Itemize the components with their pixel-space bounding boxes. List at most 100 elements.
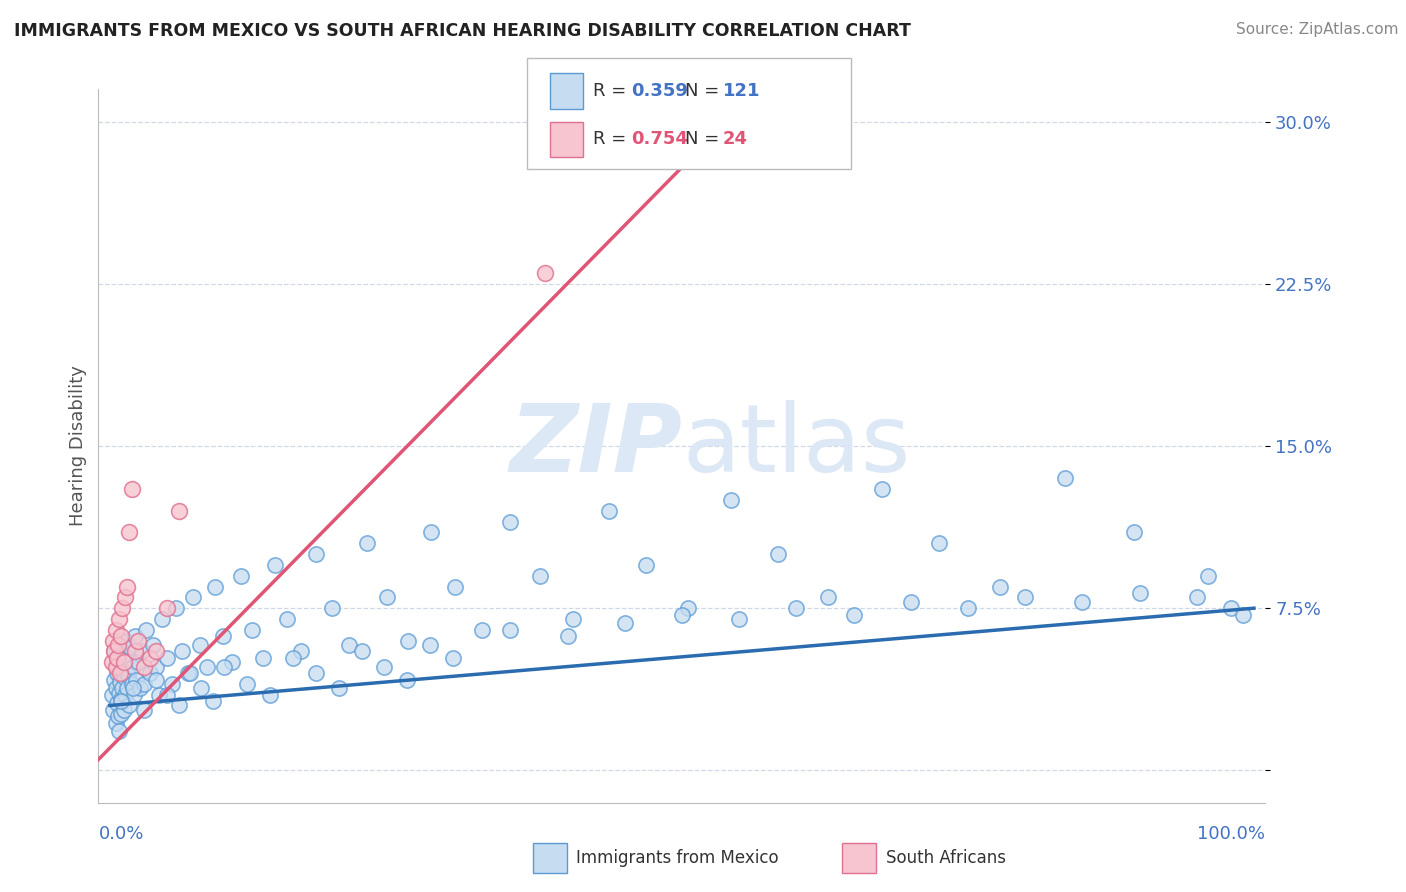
Point — [107, 638, 129, 652]
Text: R =: R = — [593, 130, 633, 148]
Point — [1071, 595, 1094, 609]
Point — [115, 633, 138, 648]
Point — [108, 724, 131, 739]
Text: 100.0%: 100.0% — [1198, 825, 1265, 843]
Point — [148, 688, 170, 702]
Point — [120, 640, 142, 654]
Point — [636, 558, 658, 572]
Point — [1122, 525, 1144, 540]
Point — [121, 681, 143, 696]
Point — [107, 659, 129, 673]
Text: Source: ZipAtlas.com: Source: ZipAtlas.com — [1236, 22, 1399, 37]
Point — [121, 482, 143, 496]
Point — [103, 633, 125, 648]
Point — [117, 668, 139, 682]
Point — [766, 547, 789, 561]
Point — [1054, 471, 1077, 485]
Text: 121: 121 — [723, 82, 761, 100]
Point — [471, 623, 494, 637]
Point — [240, 623, 263, 637]
Point — [928, 536, 950, 550]
Point — [115, 651, 138, 665]
Point — [145, 644, 167, 658]
Point — [720, 493, 742, 508]
Point — [128, 681, 150, 696]
Point — [112, 655, 135, 669]
Point — [356, 536, 378, 550]
Text: 0.359: 0.359 — [631, 82, 688, 100]
Point — [398, 633, 420, 648]
Point — [108, 674, 131, 689]
Point — [156, 651, 179, 665]
Point — [1185, 591, 1208, 605]
Point — [204, 580, 226, 594]
Point — [231, 568, 253, 582]
Y-axis label: Hearing Disability: Hearing Disability — [69, 366, 87, 526]
Point — [115, 681, 138, 696]
Point — [281, 651, 304, 665]
Point — [112, 670, 135, 684]
Point — [817, 591, 839, 605]
Point — [108, 666, 131, 681]
Text: atlas: atlas — [682, 400, 910, 492]
Point — [134, 659, 156, 673]
Text: 0.0%: 0.0% — [98, 825, 143, 843]
Point — [160, 677, 183, 691]
Point — [419, 638, 441, 652]
Point — [121, 659, 143, 673]
Point — [956, 601, 979, 615]
Point — [131, 644, 153, 658]
Text: 24: 24 — [723, 130, 748, 148]
Point — [108, 633, 131, 648]
Point — [183, 591, 205, 605]
Point — [127, 633, 149, 648]
Point — [139, 651, 162, 665]
Point — [1220, 601, 1243, 615]
Point — [134, 703, 156, 717]
Point — [104, 715, 127, 730]
Point — [104, 681, 127, 696]
Point — [557, 629, 579, 643]
Point — [305, 547, 328, 561]
Point — [114, 688, 136, 702]
Point — [103, 703, 125, 717]
Point — [108, 612, 131, 626]
Point — [842, 607, 865, 622]
Point — [105, 696, 128, 710]
Point — [124, 629, 146, 643]
Point — [785, 601, 807, 615]
Point — [176, 666, 198, 681]
Point — [259, 688, 281, 702]
Point — [103, 644, 125, 658]
Text: IMMIGRANTS FROM MEXICO VS SOUTH AFRICAN HEARING DISABILITY CORRELATION CHART: IMMIGRANTS FROM MEXICO VS SOUTH AFRICAN … — [14, 22, 911, 40]
Point — [111, 601, 134, 615]
Point — [139, 666, 162, 681]
Point — [134, 677, 156, 691]
Point — [122, 688, 145, 702]
Text: R =: R = — [593, 82, 633, 100]
Point — [156, 688, 179, 702]
Point — [152, 612, 174, 626]
Point — [499, 515, 522, 529]
Point — [728, 612, 751, 626]
Point — [167, 698, 190, 713]
Point — [375, 591, 398, 605]
Point — [101, 688, 124, 702]
Point — [110, 694, 132, 708]
Point — [190, 681, 212, 696]
Point — [328, 681, 350, 696]
Point — [214, 659, 236, 673]
Point — [188, 638, 211, 652]
Point — [108, 651, 131, 665]
Point — [321, 601, 343, 615]
Point — [499, 623, 522, 637]
Point — [103, 673, 125, 687]
Point — [103, 644, 125, 658]
Point — [900, 595, 922, 609]
Point — [108, 685, 131, 699]
Point — [110, 629, 132, 643]
Text: Immigrants from Mexico: Immigrants from Mexico — [576, 849, 779, 867]
Point — [112, 703, 135, 717]
Point — [110, 662, 132, 676]
Point — [870, 482, 893, 496]
